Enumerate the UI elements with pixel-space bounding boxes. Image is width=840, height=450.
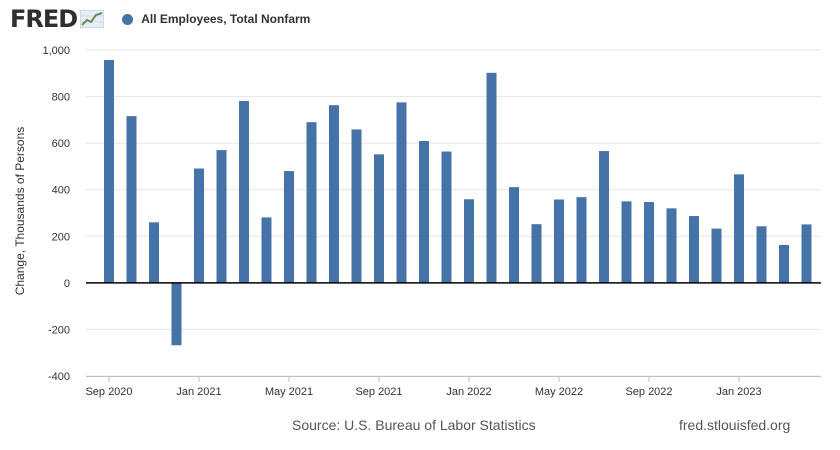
x-tick-label: May 2022 xyxy=(535,386,583,398)
bar xyxy=(374,154,384,283)
x-tick-label: May 2021 xyxy=(265,386,313,398)
y-tick-label: 1,000 xyxy=(42,45,70,57)
bar xyxy=(171,282,182,346)
bar xyxy=(486,72,497,283)
bar xyxy=(734,174,744,283)
bar xyxy=(441,151,452,283)
x-tick-label: Sep 2022 xyxy=(625,386,672,398)
bar xyxy=(689,216,699,283)
y-tick-label: 0 xyxy=(64,278,70,290)
y-tick-label: -200 xyxy=(48,324,70,336)
bar xyxy=(644,202,654,283)
x-tick-label: Sep 2020 xyxy=(85,386,132,398)
bar xyxy=(419,141,429,283)
bar xyxy=(306,122,317,283)
legend-marker xyxy=(122,13,134,25)
bar xyxy=(554,199,564,283)
fred-logo[interactable]: FRED xyxy=(10,5,105,33)
bar xyxy=(261,217,272,283)
y-tick-label: 600 xyxy=(52,138,70,150)
y-tick-label: 200 xyxy=(52,231,70,243)
x-tick-label: Jan 2022 xyxy=(446,386,491,398)
bar xyxy=(216,150,227,283)
bar xyxy=(329,105,339,283)
legend-series-label: All Employees, Total Nonfarm xyxy=(141,12,311,26)
bar xyxy=(351,129,362,283)
bar xyxy=(104,60,114,283)
bar xyxy=(509,187,519,283)
y-tick-label: -400 xyxy=(48,371,70,383)
chart-header: FRED All Employees, Total Nonfarm xyxy=(10,6,310,32)
fred-logo-text: FRED xyxy=(10,5,78,33)
bar xyxy=(194,168,204,283)
source-note: Source: U.S. Bureau of Labor Statistics xyxy=(292,417,536,433)
bar xyxy=(284,171,294,283)
bar xyxy=(801,224,812,283)
bar xyxy=(126,116,137,283)
x-tick-label: Sep 2021 xyxy=(355,386,402,398)
y-tick-label: 800 xyxy=(52,92,70,104)
bar xyxy=(239,100,249,283)
bar xyxy=(464,199,474,283)
site-link[interactable]: fred.stlouisfed.org xyxy=(679,417,791,433)
bar xyxy=(666,208,677,283)
bar xyxy=(149,222,159,283)
legend: All Employees, Total Nonfarm xyxy=(122,12,310,26)
trend-line-icon xyxy=(80,10,105,28)
bar xyxy=(621,201,632,283)
bar xyxy=(576,197,587,283)
x-tick-label: Jan 2023 xyxy=(716,386,761,398)
y-tick-label: 400 xyxy=(52,185,70,197)
bar xyxy=(531,224,542,283)
bar xyxy=(396,102,407,283)
bar xyxy=(599,151,609,283)
y-axis-title: Change, Thousands of Persons xyxy=(13,127,27,296)
bar xyxy=(756,226,767,283)
bar xyxy=(711,228,722,283)
x-tick-label: Jan 2021 xyxy=(176,386,221,398)
bar xyxy=(779,244,789,283)
